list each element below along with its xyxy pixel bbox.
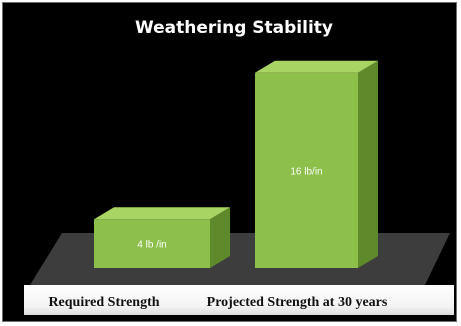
bar-1-top [255,60,378,73]
bar-0-top [94,207,230,220]
chart-title: Weathering Stability [135,18,333,38]
chart-floor [30,233,450,285]
bar-0-side [210,207,230,268]
bar-0-front [94,219,210,268]
category-label-projected-strength: Projected Strength at 30 years [207,295,388,310]
bar-1-value-label: 16 lb/in [290,166,322,177]
bars-group: 4 lb /in 16 lb/in [94,60,378,268]
category-band [24,285,454,315]
bar-1-front [255,72,358,268]
bar-0-value-label: 4 lb /in [137,240,166,251]
category-label-required-strength: Required Strength [48,295,159,310]
bar-1-side [358,60,378,268]
